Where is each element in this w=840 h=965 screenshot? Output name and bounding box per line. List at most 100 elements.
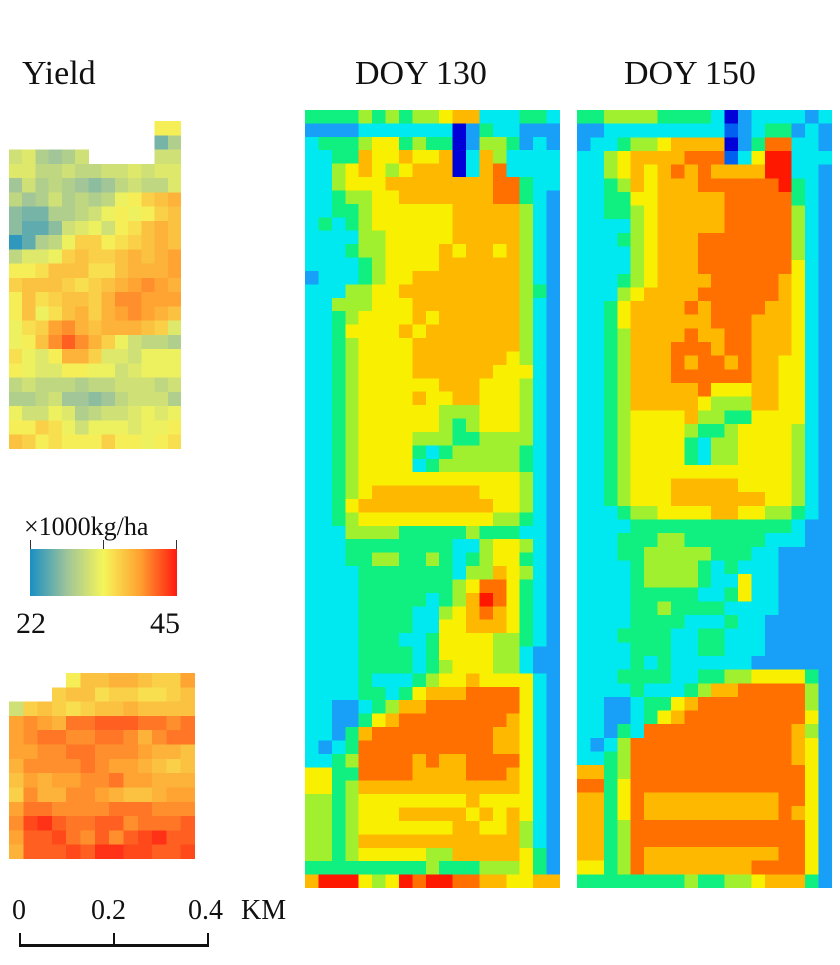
heatmap-cell <box>644 560 659 575</box>
heatmap-cell <box>519 861 534 876</box>
heatmap-cell <box>425 177 440 192</box>
heatmap-cell <box>533 472 548 487</box>
heatmap-cell <box>805 546 820 562</box>
heatmap-cell <box>141 206 156 222</box>
heatmap-cell <box>167 292 181 307</box>
heatmap-cell <box>577 369 592 384</box>
heatmap-cell <box>398 324 413 339</box>
heatmap-cell <box>617 574 632 589</box>
heatmap-cell <box>697 696 712 712</box>
heatmap-cell <box>697 751 712 766</box>
heatmap-cell <box>764 287 779 302</box>
heatmap-cell <box>684 574 699 589</box>
heatmap-cell <box>479 700 494 715</box>
heatmap-cell <box>94 687 110 703</box>
heatmap-cell <box>439 807 454 822</box>
heatmap-cell <box>154 263 169 279</box>
heatmap-cell <box>603 833 618 848</box>
heatmap-cell <box>331 150 346 165</box>
heatmap-cell <box>9 363 23 379</box>
heatmap-cell <box>533 700 548 715</box>
heatmap-cell <box>479 405 494 420</box>
heatmap-cell <box>166 758 182 774</box>
heatmap-cell <box>412 525 427 540</box>
heatmap-cell <box>603 874 618 888</box>
heatmap-cell <box>764 628 779 643</box>
heatmap-cell <box>818 464 832 480</box>
heatmap-cell <box>80 673 96 688</box>
heatmap-cell <box>657 533 672 548</box>
heatmap-cell <box>791 505 806 521</box>
heatmap-cell <box>479 579 494 594</box>
heatmap-cell <box>152 730 167 746</box>
heatmap-cell <box>577 191 592 207</box>
heatmap-cell <box>398 163 413 178</box>
heatmap-cell <box>154 320 169 336</box>
heatmap-cell <box>66 844 82 859</box>
heatmap-cell <box>318 820 333 835</box>
heatmap-cell <box>506 820 521 835</box>
heatmap-cell <box>738 355 753 370</box>
heatmap-cell <box>345 136 360 151</box>
heatmap-cell <box>51 830 67 846</box>
heatmap-cell <box>398 619 413 634</box>
heatmap-cell <box>546 820 560 835</box>
heatmap-cell <box>546 499 560 514</box>
heatmap-cell <box>452 499 467 514</box>
heatmap-cell <box>318 874 333 888</box>
heatmap-cell <box>9 406 23 422</box>
heatmap-cell <box>439 364 454 379</box>
heatmap-cell <box>345 539 360 554</box>
heatmap-cell <box>670 519 685 534</box>
heatmap-cell <box>22 149 37 165</box>
heatmap-cell <box>738 123 753 138</box>
heatmap-cell <box>617 232 632 248</box>
heatmap-cell <box>9 744 24 760</box>
heatmap-cell <box>101 334 116 350</box>
heatmap-cell <box>358 123 373 138</box>
heatmap-cell <box>577 574 592 589</box>
heatmap-cell <box>644 819 659 834</box>
heatmap-cell <box>577 137 592 152</box>
heatmap-cell <box>711 778 726 794</box>
heatmap-cell <box>452 458 467 473</box>
heatmap-cell <box>533 713 548 728</box>
heatmap-cell <box>603 110 618 125</box>
heatmap-cell <box>331 874 346 888</box>
heatmap-cell <box>791 342 806 357</box>
heatmap-cell <box>519 579 534 594</box>
heatmap-cell <box>51 730 67 746</box>
heatmap-cell <box>751 778 766 794</box>
heatmap-cell <box>657 178 672 193</box>
heatmap-cell <box>805 205 820 220</box>
heatmap-cell <box>697 765 712 780</box>
heatmap-cell <box>818 492 832 507</box>
heatmap-cell <box>166 715 182 731</box>
heatmap-cell <box>80 801 96 817</box>
heatmap-cell <box>617 683 632 698</box>
heatmap-cell <box>577 287 592 302</box>
heatmap-cell <box>519 673 534 688</box>
heatmap-cell <box>778 778 793 794</box>
heatmap-cell <box>492 378 507 393</box>
heatmap-cell <box>9 192 23 208</box>
heatmap-cell <box>657 342 672 357</box>
heatmap-cell <box>305 512 320 527</box>
heatmap-cell <box>519 284 534 299</box>
heatmap-cell <box>764 328 779 343</box>
heatmap-cell <box>590 847 605 862</box>
heatmap-cell <box>88 220 103 236</box>
heatmap-cell <box>412 177 427 192</box>
heatmap-cell <box>577 314 592 329</box>
heatmap-cell <box>657 123 672 138</box>
heatmap-cell <box>166 801 182 817</box>
heatmap-cell <box>492 847 507 862</box>
heatmap-cell <box>385 418 400 433</box>
heatmap-cell <box>533 244 548 259</box>
heatmap-cell <box>466 727 481 742</box>
heatmap-cell <box>577 423 592 439</box>
heatmap-cell <box>412 633 427 648</box>
heatmap-cell <box>791 260 806 275</box>
heatmap-cell <box>738 751 753 766</box>
heatmap-cell <box>398 190 413 205</box>
